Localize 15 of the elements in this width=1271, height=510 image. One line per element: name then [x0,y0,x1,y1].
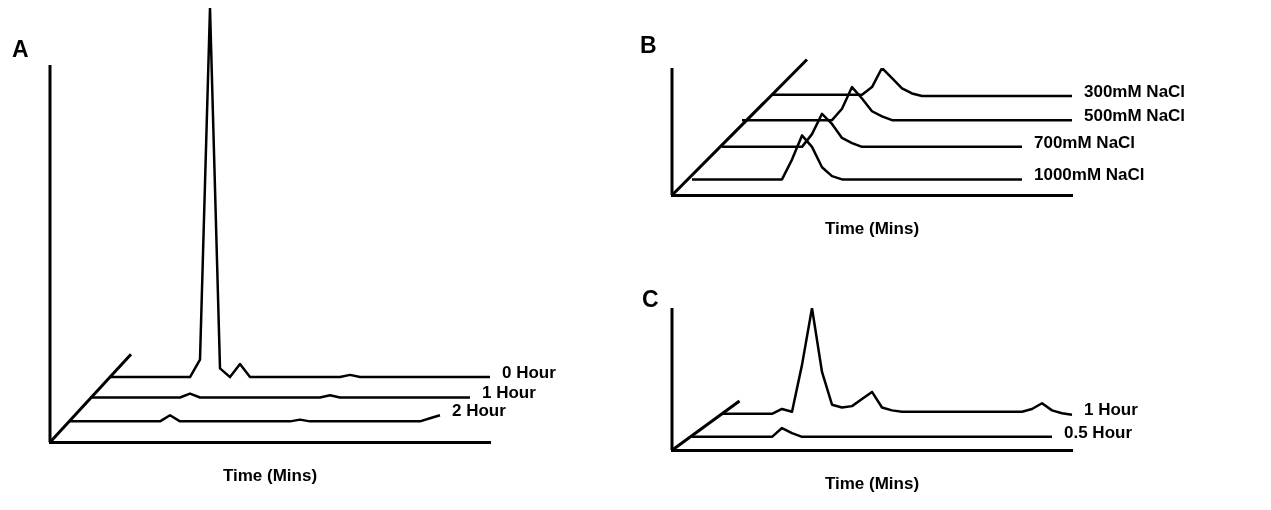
series-label: 0 Hour [502,362,557,382]
series-label: 500mM NaCl [1084,105,1186,125]
x-axis-title: Time (Mins) [824,474,920,494]
series-label: 2 Hour [452,400,507,420]
chart-title: B [640,32,657,59]
text: A [12,36,29,63]
x-axis-title: Time (Mins) [222,466,318,486]
chart-title: C [642,286,659,313]
series-label: 0.5 Hour [1064,422,1133,442]
series-label: 300mM NaCl [1084,81,1186,101]
series-label: 1 Hour [1084,400,1139,420]
series-label: 1000mM NaCl [1034,165,1145,185]
series-label: 700mM NaCl [1034,132,1136,152]
x-axis-title: Time (Mins) [824,219,920,239]
series-label: 1 Hour [482,383,537,403]
